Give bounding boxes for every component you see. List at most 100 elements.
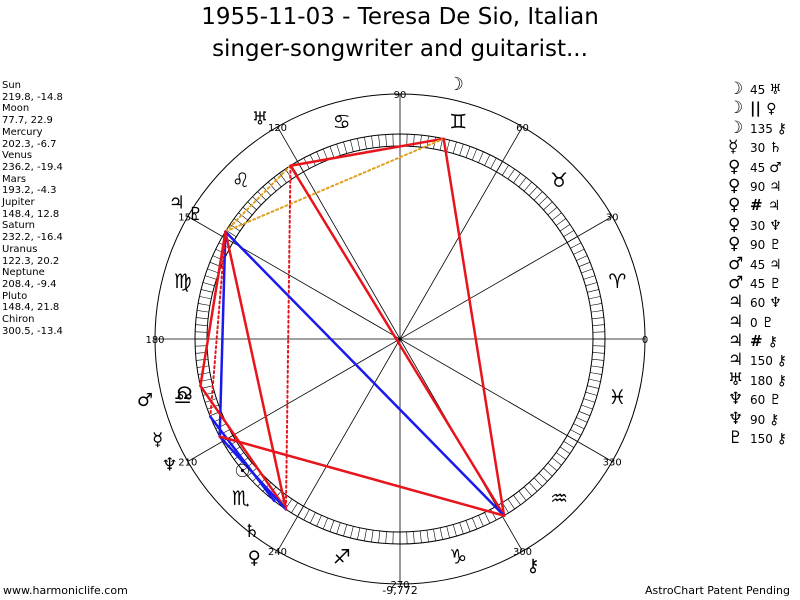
degree-label: 150 [178,213,197,224]
degree-tick [588,378,601,382]
aspect-row: ♆ 60 ♇ [728,389,787,409]
degree-tick [576,417,588,423]
aspect-planet2-glyph: ♃ [767,198,781,215]
degree-tick [202,282,215,287]
chart-title-line2: singer-songwriter and guitarist... [212,36,588,62]
aspect-planet1-glyph: ♀ [728,156,741,177]
degree-tick [570,429,582,436]
degree-tick [350,526,354,538]
footer-website[interactable]: www.harmoniclife.com [3,584,128,597]
aspect-line [199,230,227,388]
aspect-line [218,230,227,438]
degree-tick [238,212,249,221]
aspect-planet2-glyph: ♃ [769,178,782,195]
degree-tick [439,527,443,540]
aspect-planet2-glyph: ♃ [769,256,782,273]
degree-tick [357,527,361,540]
degree-label: 30 [606,213,619,224]
degree-tick [196,317,209,320]
planet-values-sun: 219.8, -14.8 [2,91,63,103]
degree-tick [555,452,567,460]
degree-tick [459,522,464,535]
north-node-glyph: ☊ [177,384,193,405]
zodiac-sign-glyph: ♓ [608,385,626,409]
planet-glyph-chiron: ⚷ [526,556,539,577]
degree-tick [207,268,219,274]
aspect-planet1-glyph: ♀ [728,195,741,216]
degree-tick [484,512,491,524]
degree-tick [322,517,328,530]
degree-tick [198,303,210,306]
degree-tick [459,143,464,156]
degree-tick [433,529,436,541]
planet-name-uranus: Uranus [2,243,38,255]
aspect-planet2-glyph: ♆ [769,217,782,234]
degree-tick [513,172,521,184]
planet-values-uranus: 122.3, 20.2 [2,255,60,267]
aspect-planet2-glyph: ⚷ [776,120,787,137]
degree-label: 240 [268,547,287,558]
degree-label: 120 [268,123,287,134]
aspect-angle: 60 [750,393,770,408]
aspect-planet1-glyph: ♀ [728,234,741,255]
degree-label: 60 [516,123,529,134]
degree-tick [385,134,387,147]
degree-tick [413,531,415,544]
zodiac-sign-glyph: ♌ [232,168,250,192]
planet-name-moon: Moon [2,103,30,115]
aspect-line [224,230,506,517]
aspect-row: ♀ 30 ♆ [728,214,787,235]
degree-tick [472,517,478,530]
degree-tick [570,242,582,249]
degree-tick [563,441,575,448]
degree-tick [591,310,604,313]
planet-values-saturn: 232.2, -16.4 [2,232,63,244]
planet-name-mars: Mars [2,173,27,185]
degree-tick [303,509,310,521]
aspect-planet1-glyph: ♃ [728,331,744,352]
planet-values-mercury: 202.3, -6.7 [2,138,57,150]
aspect-row: ☽ || ♀ [728,98,787,118]
aspect-planet1-glyph: ♇ [728,428,744,449]
aspect-row: ♀ # ♃ [728,195,787,216]
aspect-line [284,164,292,511]
degree-tick [583,275,596,280]
house-spoke [187,216,613,462]
aspect-angle: 150 [750,432,777,447]
degree-tick [309,512,316,524]
degree-tick [207,404,219,410]
degree-tick [273,177,282,188]
planet-values-mars: 193.2, -4.3 [2,185,57,197]
aspect-angle: 0 [750,315,762,330]
degree-tick [262,186,272,196]
degree-tick [439,138,443,151]
degree-tick [378,135,381,148]
aspect-row: ♅ 180 ⚷ [728,369,787,390]
degree-tick [419,135,422,148]
degree-tick [329,146,335,158]
footer-patent-note: AstroChart Patent Pending [644,584,790,597]
degree-tick [279,172,287,184]
planet-values-neptune: 208.4, -9.4 [2,278,57,290]
degree-tick [592,324,605,326]
aspect-planet1-glyph: ☽ [728,79,744,99]
degree-tick [465,146,471,158]
aspect-planet1-glyph: ♅ [728,369,744,390]
aspect-planet1-glyph: ♃ [728,350,744,371]
degree-tick [198,372,210,375]
degree-tick [419,530,422,543]
degree-tick [555,218,567,226]
degree-tick [590,303,602,306]
aspect-row: ☽ 45 ♅ [728,79,787,99]
planet-values-moon: 77.7, 22.9 [2,115,53,127]
aspect-row: ♃ 150 ⚷ [728,350,787,371]
degree-tick [201,289,213,293]
aspect-angle: # [750,332,768,351]
aspect-planet2-glyph: ⚷ [776,353,787,370]
planet-glyph-mercury: ☿ [152,429,163,450]
aspect-angle: 60 [750,296,770,311]
aspect-line [224,230,287,511]
degree-label: 210 [178,458,197,469]
aspect-planet1-glyph: ♀ [728,214,741,235]
degree-tick [585,391,598,396]
